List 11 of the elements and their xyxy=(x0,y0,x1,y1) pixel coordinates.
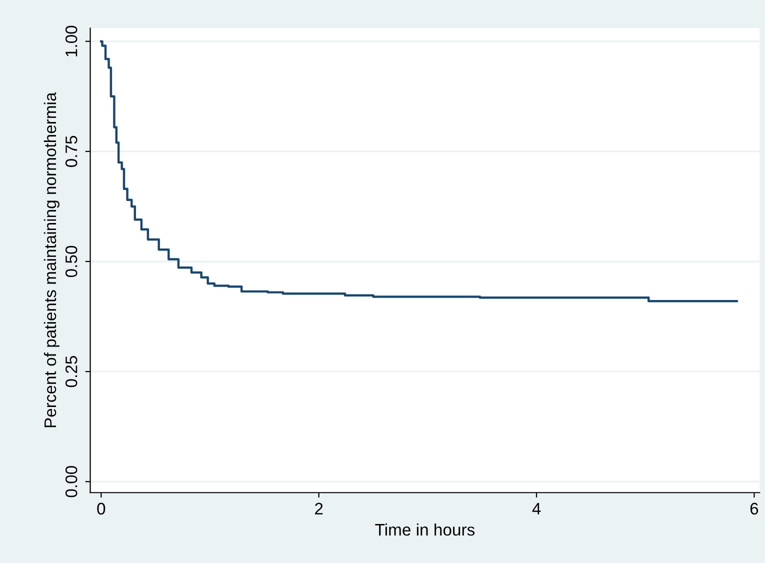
y-tick-label: 1.00 xyxy=(65,26,78,56)
y-tick-label: 0.25 xyxy=(65,356,78,388)
y-axis-title: Percent of patients maintaining normothermia xyxy=(44,92,60,428)
x-tick-label: 0 xyxy=(97,502,106,515)
y-tick-label: 0.00 xyxy=(65,466,78,498)
x-axis-title: Time in hours xyxy=(375,523,475,536)
x-tick-label: 2 xyxy=(315,502,323,514)
y-tick-label: 0.50 xyxy=(65,246,78,278)
x-tick-label: 4 xyxy=(532,502,541,514)
x-tick-label: 6 xyxy=(750,502,758,515)
y-tick-label: 0.75 xyxy=(65,136,78,167)
